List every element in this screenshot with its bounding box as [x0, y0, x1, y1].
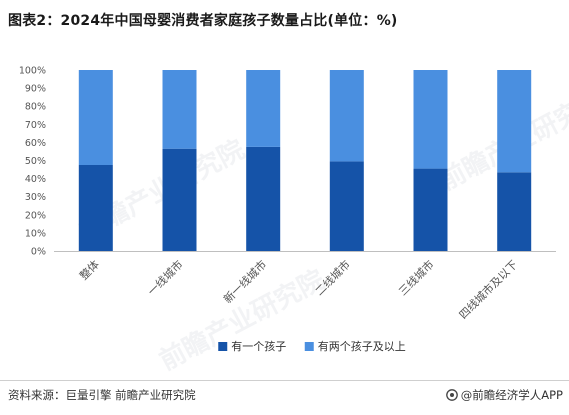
brand-text: @前瞻经济学人APP — [460, 388, 563, 402]
y-tick-label: 40% — [25, 174, 46, 185]
legend-swatch — [218, 342, 228, 351]
bar-segment — [162, 70, 197, 149]
y-tick-label: 80% — [25, 102, 46, 113]
y-tick-label: 10% — [25, 228, 46, 239]
y-tick-label: 20% — [25, 210, 46, 221]
legend-swatch — [304, 342, 314, 351]
chart-title: 图表2：2024年中国母婴消费者家庭孩子数量占比(单位：%) — [8, 13, 398, 29]
x-tick-label: 整体 — [76, 257, 101, 282]
bar-segment — [78, 70, 113, 165]
y-tick-label: 60% — [25, 138, 46, 149]
source-note: 资料来源：巨量引擎 前瞻产业研究院 — [8, 388, 196, 402]
bar-segment — [246, 146, 281, 251]
bar-segment — [78, 165, 113, 251]
bar-segment — [329, 161, 364, 251]
bar-segment — [246, 70, 281, 147]
legend-label: 有两个孩子及以上 — [318, 339, 406, 353]
x-tick-label: 四线城市及以下 — [456, 257, 520, 321]
brand-logo-icon — [445, 389, 458, 401]
stacked-bar-chart: 0% 10% 20% 30% 40% 50% 60% 70% 80% 90% 100% 整体 一线城市新… — [19, 66, 556, 353]
x-tick-label: 一线城市 — [145, 257, 186, 298]
bar-segment — [162, 148, 197, 251]
x-tick-label: 二线城市 — [312, 257, 353, 298]
y-tick-label: 70% — [25, 120, 46, 131]
bar-segment — [329, 70, 364, 162]
y-tick-label: 50% — [25, 156, 46, 167]
footer-divider — [0, 380, 569, 381]
y-tick-label: 90% — [25, 84, 46, 95]
x-tick-label: 新一线城市 — [220, 257, 269, 306]
bar-segment — [497, 172, 532, 251]
x-tick-label: 三线城市 — [396, 257, 437, 298]
y-tick-label: 30% — [25, 192, 46, 203]
brand-credit: @前瞻经济学人APP — [445, 387, 563, 403]
y-tick-label: 100% — [19, 66, 46, 77]
legend-label: 有一个孩子 — [231, 339, 286, 353]
y-tick-label: 0% — [31, 247, 46, 258]
bar-segment — [497, 70, 532, 173]
bar-segment — [413, 168, 448, 251]
bar-segment — [413, 70, 448, 169]
